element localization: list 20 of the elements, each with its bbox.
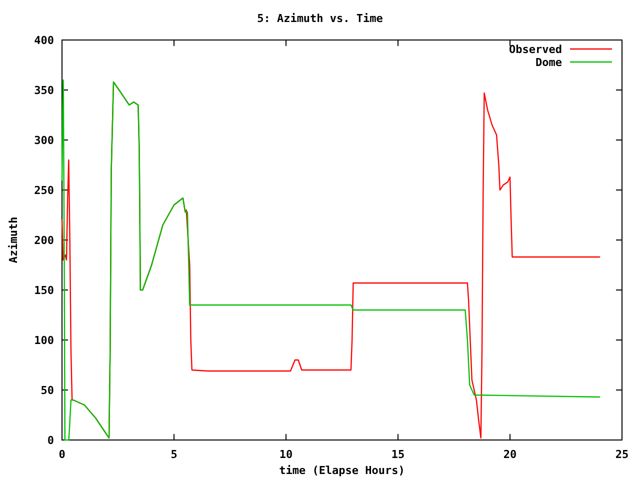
y-tick-label: 200: [34, 234, 54, 247]
y-tick-label: 50: [40, 384, 54, 397]
y-tick-label: 100: [34, 334, 54, 347]
y-tick-label: 300: [34, 134, 54, 147]
legend-label: Dome: [536, 56, 562, 69]
chart-title: 5: Azimuth vs. Time: [257, 12, 384, 25]
x-tick-label: 15: [391, 448, 405, 461]
y-tick-label: 350: [34, 84, 54, 97]
x-tick-label: 25: [615, 448, 629, 461]
y-axis-title: Azimuth: [7, 216, 20, 264]
x-tick-label: 20: [503, 448, 517, 461]
y-tick-label: 0: [47, 434, 54, 447]
y-tick-label: 150: [34, 284, 54, 297]
x-tick-label: 5: [170, 448, 178, 461]
x-tick-label: 0: [58, 448, 66, 461]
legend-label: Observed: [509, 43, 562, 56]
y-tick-label: 250: [34, 184, 54, 197]
y-tick-label: 400: [34, 34, 54, 47]
x-tick-label: 10: [279, 448, 293, 461]
x-axis-title: time (Elapse Hours): [279, 464, 405, 477]
